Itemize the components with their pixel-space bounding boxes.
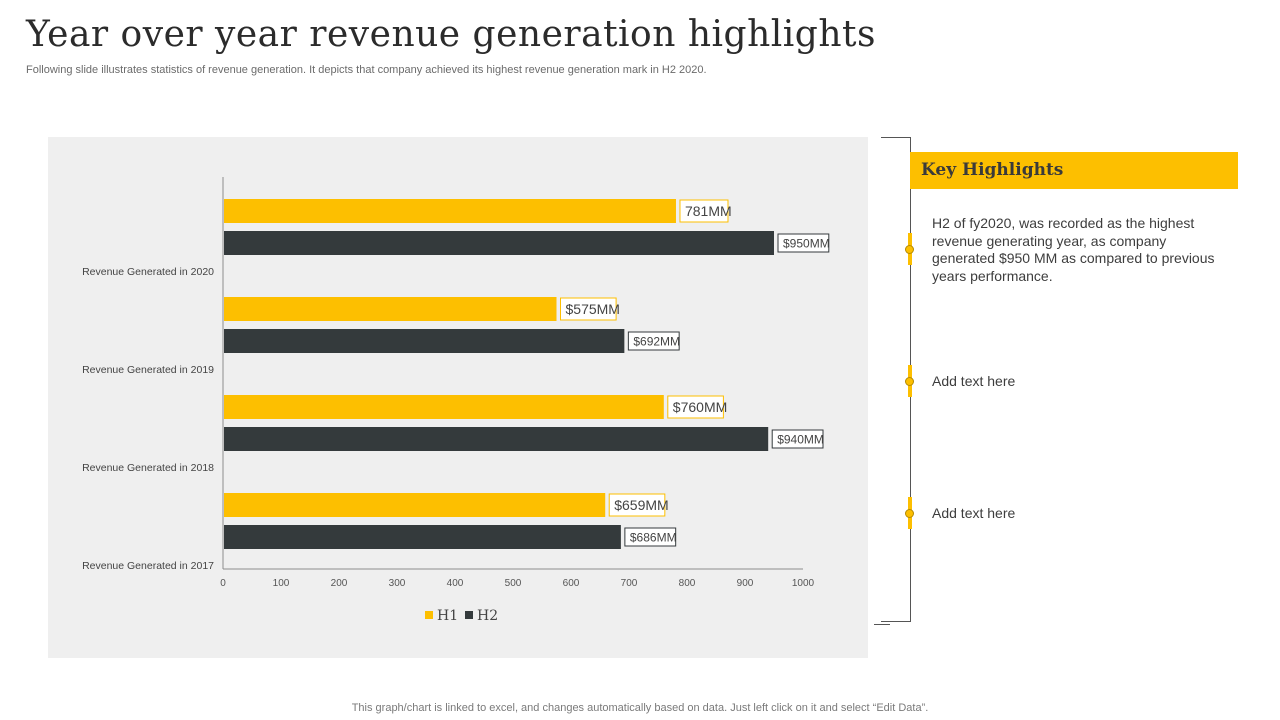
key-highlights-title: Key Highlights — [921, 160, 1064, 180]
x-tick-label: 600 — [563, 578, 580, 589]
bar-h1 — [224, 199, 676, 223]
highlight-marker-2 — [905, 365, 914, 397]
data-label-box — [627, 331, 680, 351]
highlight-text-2[interactable]: Add text here — [932, 373, 1016, 389]
x-tick-label: 100 — [273, 578, 290, 589]
data-label-box — [560, 297, 617, 321]
data-label-box — [608, 493, 666, 517]
x-tick-label: 400 — [447, 578, 464, 589]
legend-label-h2: H2 — [477, 608, 498, 624]
timeline-top-cap — [881, 137, 911, 138]
bar-h1 — [224, 395, 664, 419]
bar-h2 — [224, 525, 621, 549]
data-label: $659MM — [614, 497, 668, 513]
category-label: Revenue Generated in 2017 — [82, 560, 214, 572]
legend-label-h1: H1 — [437, 608, 458, 624]
category-label: Revenue Generated in 2020 — [82, 266, 214, 278]
marker-dot-icon — [905, 509, 914, 518]
highlight-marker-3 — [905, 497, 914, 529]
x-tick-label: 800 — [679, 578, 696, 589]
data-label: $950MM — [783, 236, 830, 250]
bar-h2 — [224, 231, 774, 255]
highlight-text-3[interactable]: Add text here — [932, 505, 1016, 521]
data-label-box — [624, 527, 677, 547]
data-label: $575MM — [566, 301, 620, 317]
data-label: 781MM — [685, 203, 732, 219]
bar-h2 — [224, 329, 625, 353]
x-tick-label: 500 — [505, 578, 522, 589]
legend-swatch-h2 — [465, 611, 473, 619]
data-label: $686MM — [630, 530, 677, 544]
highlight-marker-1 — [905, 233, 914, 265]
bar-h1 — [224, 493, 606, 517]
x-tick-label: 700 — [621, 578, 638, 589]
key-highlights-header: Key Highlights — [910, 152, 1238, 189]
category-label: Revenue Generated in 2018 — [82, 462, 214, 474]
data-label: $940MM — [777, 432, 824, 446]
page-subtitle: Following slide illustrates statistics o… — [26, 64, 707, 76]
marker-dot-icon — [905, 377, 914, 386]
footer-note: This graph/chart is linked to excel, and… — [351, 702, 929, 714]
page-title: Year over year revenue generation highli… — [26, 14, 876, 55]
marker-dot-icon — [905, 245, 914, 254]
data-label: $760MM — [673, 399, 727, 415]
data-label-box — [777, 233, 830, 253]
data-label-box — [667, 395, 724, 419]
x-tick-label: 0 — [220, 578, 226, 589]
x-tick-label: 300 — [389, 578, 406, 589]
bar-h2 — [224, 427, 769, 451]
revenue-bar-chart[interactable]: 0 100 200 300 400 500 600 700 800 900 1000 781MM $95… — [48, 137, 868, 658]
timeline-bottom-cap — [881, 621, 911, 622]
timeline-base — [874, 624, 890, 625]
bar-h1 — [224, 297, 557, 321]
highlight-text-1[interactable]: H2 of fy2020, was recorded as the highes… — [932, 215, 1215, 284]
legend-swatch-h1 — [425, 611, 433, 619]
data-label-box — [771, 429, 824, 449]
chart-panel[interactable]: 0 100 200 300 400 500 600 700 800 900 1000 781MM $95… — [48, 137, 868, 658]
category-label: Revenue Generated in 2019 — [82, 364, 214, 376]
x-tick-label: 900 — [737, 578, 754, 589]
data-label: $692MM — [633, 334, 680, 348]
x-tick-label: 200 — [331, 578, 348, 589]
x-tick-label: 1000 — [792, 578, 815, 589]
data-label-box — [679, 199, 729, 223]
